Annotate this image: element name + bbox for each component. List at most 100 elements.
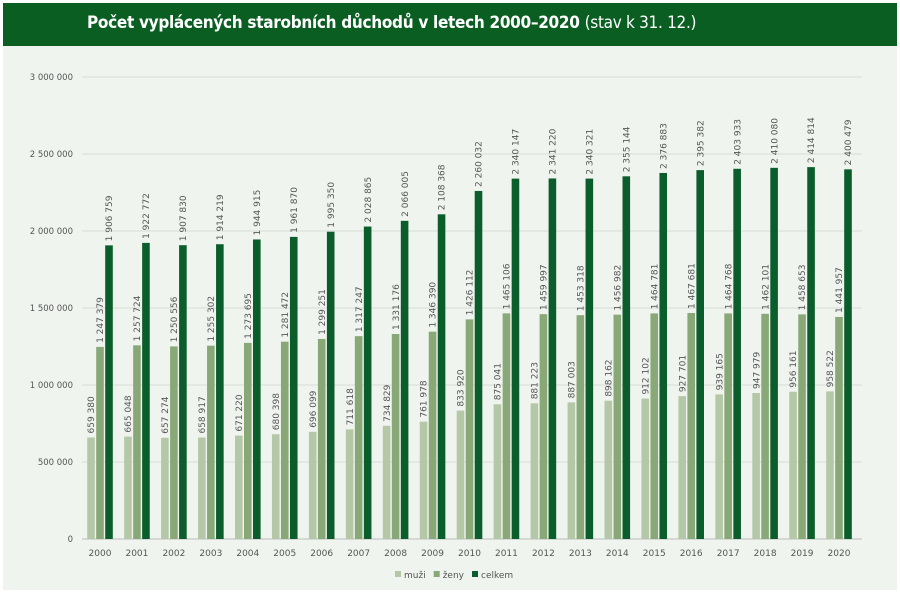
legend-swatch-celkem: [472, 571, 478, 577]
bar-celkem: [770, 167, 778, 539]
data-label: 1 456 982: [614, 265, 624, 311]
data-label: 833 920: [457, 369, 467, 406]
bar-muži: [161, 437, 169, 539]
data-label: 956 161: [789, 351, 799, 388]
data-label: 881 223: [531, 362, 541, 399]
data-label: 1 453 318: [577, 265, 587, 311]
bar-ženy: [650, 313, 659, 539]
data-label: 671 220: [235, 394, 245, 431]
bar-ženy: [207, 345, 215, 539]
data-label: 898 162: [605, 359, 615, 396]
data-label: 665 048: [124, 395, 134, 432]
x-tick-label: 2010: [458, 549, 481, 559]
data-label: 696 099: [309, 390, 319, 427]
bar-muži: [530, 403, 539, 539]
bar-muži: [752, 393, 760, 539]
data-label: 1 458 653: [798, 265, 808, 311]
data-label: 680 398: [272, 393, 282, 430]
bar-celkem: [474, 190, 483, 539]
data-label: 658 917: [198, 396, 208, 433]
data-label: 1 441 957: [835, 267, 845, 313]
bar-celkem: [289, 236, 298, 540]
bar-ženy: [96, 346, 104, 539]
bar-ženy: [465, 319, 474, 539]
bar-muži: [456, 410, 465, 539]
data-label: 2 410 080: [770, 118, 780, 164]
x-tick-label: 2020: [828, 549, 851, 559]
x-tick-label: 2013: [569, 549, 592, 559]
data-label: 939 165: [715, 353, 725, 390]
data-label: 1 907 830: [179, 195, 189, 241]
data-label: 1 462 101: [761, 264, 771, 310]
x-tick-label: 2012: [532, 549, 555, 559]
bar-ženy: [317, 338, 326, 539]
chart-header: Počet vyplácených starobních důchodů v l…: [3, 3, 897, 46]
bar-ženy: [835, 316, 843, 539]
data-label: 2 403 933: [733, 119, 743, 165]
x-tick-label: 2009: [421, 549, 444, 559]
bar-celkem: [844, 169, 852, 539]
bar-ženy: [133, 345, 141, 539]
bar-ženy: [576, 315, 585, 539]
bar-ženy: [761, 313, 769, 539]
bar-muži: [604, 400, 613, 539]
bar-celkem: [511, 178, 520, 539]
y-tick-label: 0: [68, 535, 73, 545]
bar-celkem: [733, 168, 741, 539]
data-label: 2 108 368: [438, 164, 448, 210]
plot-background: [3, 46, 897, 590]
legend-swatch-muži: [395, 571, 401, 577]
data-label: 887 003: [568, 361, 578, 398]
data-label: 2 395 382: [696, 120, 706, 166]
data-label: 711 618: [346, 388, 356, 425]
bar-celkem: [548, 178, 557, 539]
bar-muži: [235, 435, 243, 539]
bar-ženy: [724, 313, 732, 539]
data-label: 2 341 220: [549, 128, 559, 174]
bar-muži: [345, 429, 354, 539]
data-label: 1 914 219: [216, 194, 226, 240]
data-label: 1 299 251: [318, 289, 328, 335]
x-tick-label: 2014: [606, 549, 629, 559]
bar-celkem: [216, 244, 224, 540]
data-label: 1 426 112: [466, 270, 476, 316]
x-tick-label: 2018: [754, 549, 777, 559]
chart-subtitle: (stav k 31. 12.): [584, 13, 697, 33]
data-label: 2 376 883: [659, 123, 669, 169]
data-label: 659 380: [87, 396, 97, 433]
x-tick-label: 2015: [643, 549, 666, 559]
x-tick-label: 2008: [384, 549, 407, 559]
bar-muži: [271, 434, 280, 539]
bar-ženy: [244, 342, 252, 539]
x-tick-label: 2011: [495, 549, 518, 559]
legend-swatch-ženy: [433, 571, 440, 577]
bar-celkem: [696, 170, 704, 539]
data-label: 2 066 005: [401, 171, 411, 217]
bar-celkem: [363, 226, 372, 539]
bar-ženy: [798, 314, 806, 539]
data-label: 2 260 032: [475, 141, 485, 187]
bar-muži: [124, 436, 132, 539]
bar-celkem: [253, 239, 261, 539]
data-label: 2 340 321: [586, 129, 596, 175]
bar-ženy: [502, 313, 511, 539]
bar-celkem: [807, 167, 815, 539]
data-label: 2 028 865: [364, 177, 374, 223]
bar-muži: [198, 437, 206, 539]
x-tick-label: 2004: [236, 549, 259, 559]
x-tick-label: 2007: [347, 549, 370, 559]
data-label: 1 317 247: [355, 286, 365, 332]
bar-celkem: [585, 178, 594, 539]
bar-muži: [87, 437, 95, 539]
bar-muži: [826, 391, 834, 539]
x-tick-label: 2002: [162, 549, 185, 559]
legend-label: muži: [404, 571, 426, 581]
y-tick-label: 2 500 000: [30, 150, 73, 160]
x-tick-label: 2016: [680, 549, 703, 559]
data-label: 1 459 997: [540, 264, 550, 310]
bar-ženy: [391, 333, 400, 539]
bar-celkem: [400, 220, 409, 539]
data-label: 657 274: [161, 396, 171, 433]
bar-muži: [419, 421, 428, 539]
